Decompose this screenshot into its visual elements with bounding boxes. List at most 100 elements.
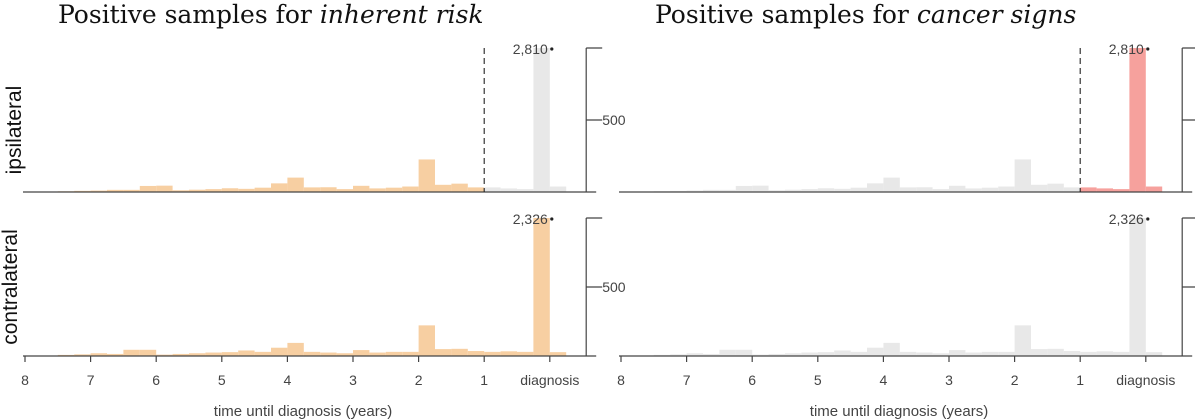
panel3-bar-16	[916, 352, 933, 356]
panel3-bar-19	[965, 352, 982, 356]
panel0-bar-9	[205, 189, 222, 192]
panel2-x-tick-label-4: 4	[284, 372, 292, 388]
panel3-x-tick-label-1: 7	[683, 372, 691, 388]
panel1-bar-12	[850, 187, 867, 192]
panel2-bar-22	[418, 325, 435, 356]
panel2-bar-8	[189, 353, 206, 356]
panel1-bar-30	[1145, 186, 1163, 192]
panel0-bar-26	[484, 187, 501, 192]
panel2-bar-21	[402, 351, 419, 356]
panel2-bar-13	[271, 347, 288, 356]
panel0-bar-10	[221, 188, 239, 192]
panel3-bar-5	[735, 349, 753, 356]
panel2-bar-15	[303, 351, 321, 356]
panel3-bar-26	[1080, 351, 1097, 356]
panel0-bar-25	[467, 187, 485, 192]
panel2-x-tick-label-5: 3	[349, 372, 357, 388]
panel0-bar-14	[287, 177, 304, 192]
panel3-peak-label: 2,326	[1109, 211, 1144, 227]
panel1-bar-10	[817, 188, 835, 192]
panel2-bar-23	[435, 349, 452, 356]
panel3-bar-25	[1063, 351, 1081, 356]
panel3-x-tick-label-6: 2	[1011, 372, 1019, 388]
panel2-x-tick-label-7: 1	[480, 372, 488, 388]
panel1-bar-6	[752, 185, 769, 192]
panel2-peak-dot	[550, 217, 554, 221]
panel3-x-tick-label-3: 5	[814, 372, 822, 388]
panel3-bar-7	[768, 353, 785, 356]
panel2-bar-30	[549, 352, 567, 356]
panel3-bar-2	[686, 353, 703, 356]
panel2-bar-14	[287, 342, 304, 356]
panel3-bar-14	[883, 342, 900, 356]
right-panel-title: Positive samples for cancer signs	[655, 0, 1076, 29]
panel2-bar-25	[467, 351, 485, 356]
panel3-x-tick-label-8: diagnosis	[1116, 372, 1175, 388]
panel1-peak-dot	[1146, 47, 1150, 51]
panel1-bar-7	[768, 190, 785, 192]
panel1-bar-25	[1063, 187, 1081, 192]
panel2-bar-4	[123, 349, 140, 356]
panel2-bar-20	[385, 351, 403, 356]
panel3-x-tick-label-7: 1	[1076, 372, 1084, 388]
panel2-bar-12	[254, 351, 271, 356]
panel3-x-tick-label-0: 8	[617, 372, 625, 388]
panel0-bar-20	[385, 187, 403, 192]
panel2-x-tick-label-1: 7	[87, 372, 95, 388]
panel0-bar-24	[451, 183, 468, 192]
panel2-bar-1	[74, 354, 91, 356]
panel3-bar-4	[719, 349, 736, 356]
panel3-bar-22	[1014, 325, 1031, 356]
right-title-prefix: Positive samples for	[655, 0, 917, 29]
panel0-bar-18	[353, 185, 370, 192]
panel0-bar-13	[271, 183, 288, 192]
panel0-bar-23	[435, 184, 452, 192]
panel1-bar-19	[965, 188, 982, 192]
panel1-bar-13	[867, 183, 884, 192]
panel1-bar-5	[735, 185, 753, 192]
panel1-bar-15	[899, 187, 917, 192]
panel1-bar-21	[998, 186, 1015, 192]
panel1-bar-22	[1014, 159, 1031, 192]
panel2-bar-7	[172, 353, 189, 356]
panel3-bar-20	[981, 351, 999, 356]
panel0-bar-17	[336, 189, 353, 192]
panel3-bar-1	[670, 354, 687, 356]
panel1-bar-14	[883, 177, 900, 192]
panel2-bar-11	[238, 350, 255, 356]
panel0-peak-label: 2,810	[513, 41, 548, 57]
panel3-bar-10	[817, 352, 835, 356]
panel3-x-tick-label-5: 3	[945, 372, 953, 388]
panel1-peak-label: 2,810	[1109, 41, 1144, 57]
panel2-peak-label: 2,326	[513, 211, 548, 227]
panel2-bar-3	[107, 353, 124, 356]
panel2-bar-10	[221, 352, 239, 356]
panel0-bar-4	[123, 189, 140, 192]
right-title-emph: cancer signs	[916, 0, 1077, 29]
panel0-bar-3	[107, 189, 124, 192]
panel0-bar-8	[189, 189, 206, 192]
panel0-bar-30	[549, 186, 567, 192]
panel2-bar-28	[517, 351, 534, 356]
panel1-bar-11	[834, 188, 851, 192]
panel0-bar-16	[320, 187, 337, 192]
panel2-bar-17	[336, 353, 353, 356]
panel0-y-tick-label-0: 500	[602, 112, 626, 128]
panel1-bar-20	[981, 187, 999, 192]
panel1-bar-3	[703, 189, 720, 192]
panel3-bar-29	[1129, 218, 1146, 356]
panel1-bar-28	[1113, 189, 1130, 192]
panel3-x-axis-label: time until diagnosis (years)	[810, 403, 988, 420]
panel2-x-tick-label-6: 2	[415, 372, 423, 388]
panel2-bar-29	[533, 218, 550, 356]
panel0-bar-6	[156, 185, 173, 192]
panel0-bar-28	[517, 189, 534, 192]
panel1-bar-17	[932, 189, 949, 192]
panel2-y-tick-label-0: 500	[602, 279, 626, 295]
panel0-bar-29	[533, 48, 550, 192]
panel3-bar-30	[1145, 352, 1163, 356]
panel1-bar-27	[1096, 188, 1113, 192]
panel0-bar-21	[402, 186, 419, 192]
panel3-bar-11	[834, 350, 851, 356]
